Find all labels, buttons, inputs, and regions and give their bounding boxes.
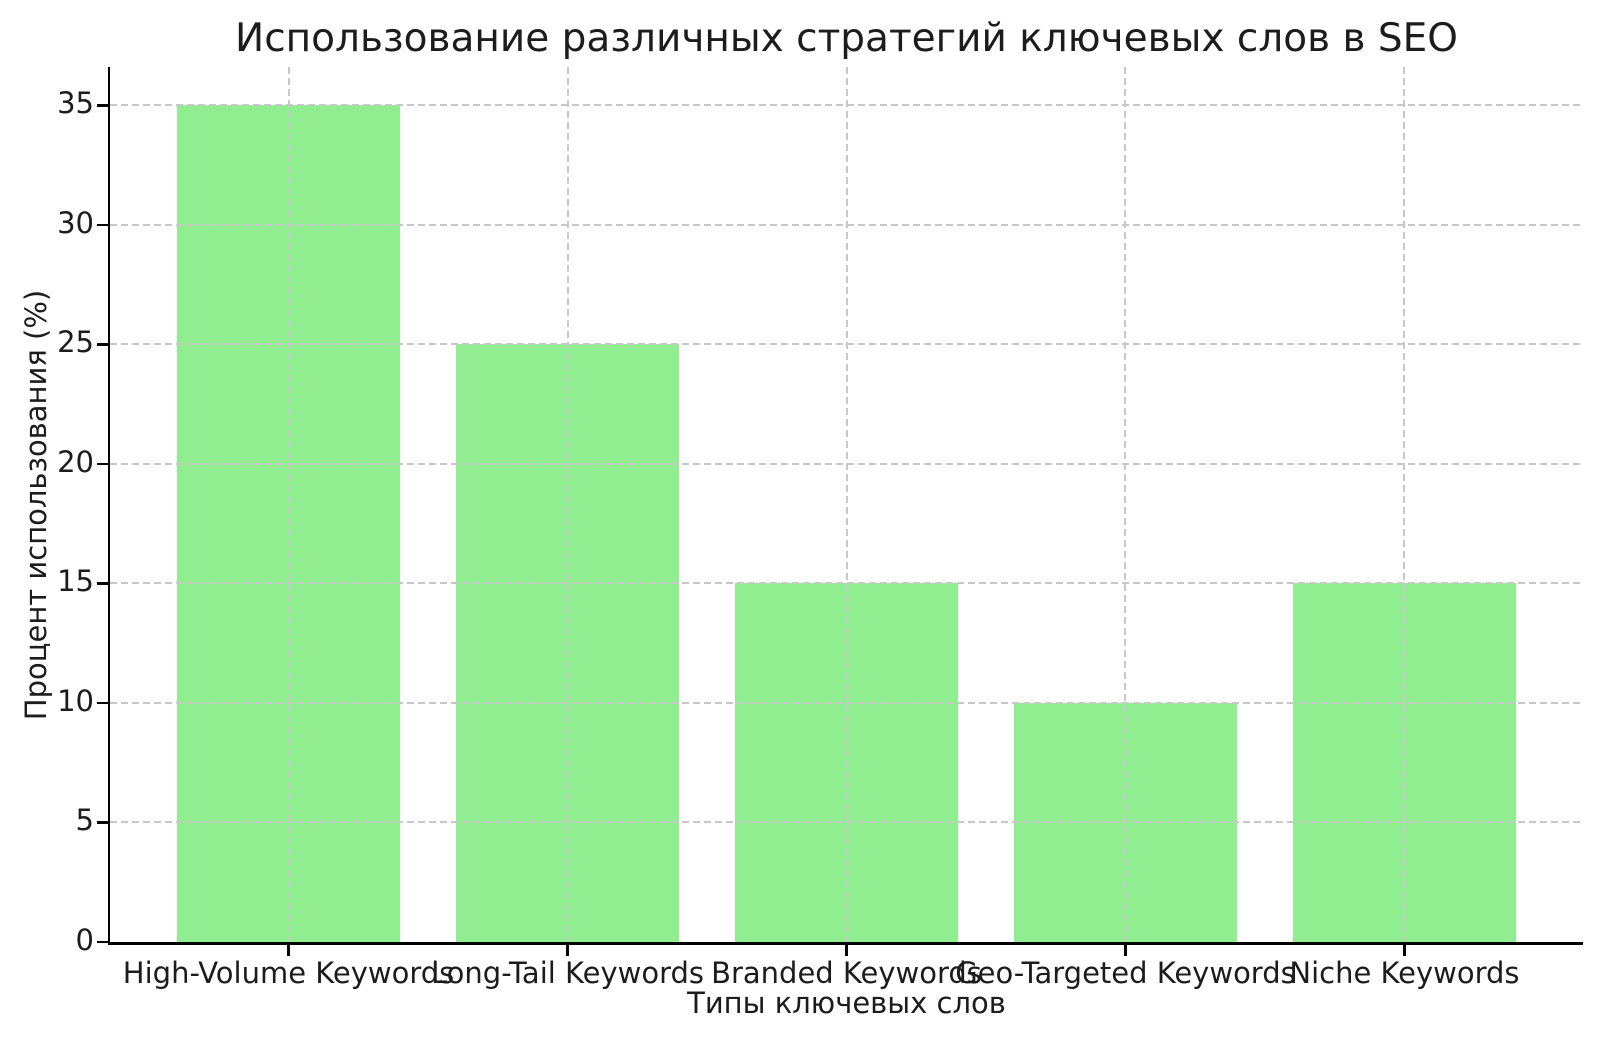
- x-tick-label-niche-keywords: Niche Keywords: [1289, 956, 1520, 990]
- v-gridline: [845, 67, 848, 942]
- y-tick-label: 30: [57, 205, 94, 240]
- y-tick-label: 25: [57, 325, 94, 360]
- x-tick-label-geo-targeted-keywords: Geo-Targeted Keywords: [955, 956, 1296, 990]
- x-tickmark: [566, 944, 569, 956]
- x-tickmark: [845, 944, 848, 956]
- y-tick-label: 20: [57, 444, 94, 479]
- v-gridline: [1124, 67, 1127, 942]
- x-tick-label-long-tail-keywords: Long-Tail Keywords: [431, 956, 704, 990]
- y-tickmark: [96, 821, 108, 824]
- y-tickmark: [96, 701, 108, 705]
- y-tick-label: 0: [75, 923, 94, 957]
- y-tickmark: [96, 940, 108, 944]
- v-gridline: [287, 67, 290, 942]
- y-tick-label: 15: [57, 564, 94, 599]
- x-axis-label: Типы ключевых слов: [687, 986, 1006, 1020]
- x-tick-label-branded-keywords: Branded Keywords: [711, 956, 982, 990]
- y-tick-label: 10: [57, 683, 94, 718]
- x-tickmark: [287, 944, 290, 956]
- v-gridline: [566, 67, 569, 942]
- x-axis-spine: [107, 942, 1583, 945]
- y-tick-label: 5: [75, 803, 94, 838]
- x-tickmark: [1403, 944, 1406, 956]
- chart-title: Использование различных стратегий ключев…: [235, 16, 1458, 61]
- x-tickmark: [1124, 944, 1127, 956]
- y-tickmark: [96, 223, 108, 227]
- y-tickmark: [96, 462, 108, 466]
- y-tickmark: [96, 104, 108, 107]
- x-tick-label-high-volume-keywords: High-Volume Keywords: [122, 956, 455, 990]
- y-tick-label: 35: [57, 86, 94, 121]
- y-axis-spine: [107, 67, 110, 945]
- v-gridline: [1403, 67, 1406, 942]
- y-tickmark: [96, 582, 108, 585]
- y-tickmark: [96, 343, 108, 346]
